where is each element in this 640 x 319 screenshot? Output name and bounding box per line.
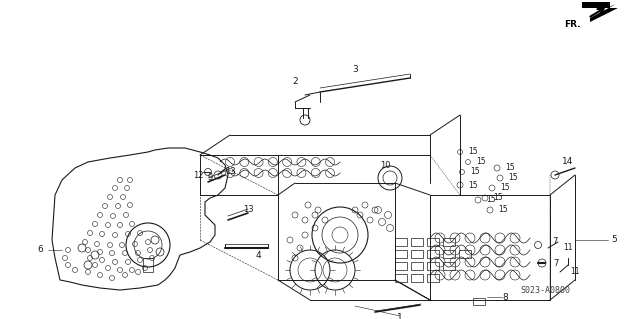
Text: S023-A0800: S023-A0800 bbox=[520, 286, 570, 295]
Text: 7: 7 bbox=[554, 258, 559, 268]
Polygon shape bbox=[590, 4, 618, 22]
Text: 15: 15 bbox=[498, 205, 508, 214]
Text: 15: 15 bbox=[505, 164, 515, 173]
Text: 1: 1 bbox=[397, 314, 403, 319]
Text: 2: 2 bbox=[292, 78, 298, 86]
Text: 15: 15 bbox=[468, 147, 477, 157]
Text: 4: 4 bbox=[255, 250, 261, 259]
Bar bbox=[427, 274, 439, 282]
Bar bbox=[395, 274, 407, 282]
Text: 3: 3 bbox=[352, 65, 358, 75]
Text: 5: 5 bbox=[611, 235, 617, 244]
Bar bbox=[411, 274, 423, 282]
Bar bbox=[473, 298, 485, 305]
Bar bbox=[411, 262, 423, 270]
Bar bbox=[427, 250, 439, 258]
Bar bbox=[443, 262, 455, 270]
Text: 15: 15 bbox=[476, 158, 486, 167]
Text: 7: 7 bbox=[552, 238, 557, 247]
Text: 11: 11 bbox=[570, 268, 580, 277]
Bar bbox=[143, 258, 153, 272]
Text: 9: 9 bbox=[207, 174, 212, 182]
Text: 15: 15 bbox=[493, 194, 502, 203]
Bar bbox=[443, 238, 455, 246]
Bar bbox=[427, 262, 439, 270]
Text: 15: 15 bbox=[508, 174, 518, 182]
Bar bbox=[395, 238, 407, 246]
Polygon shape bbox=[582, 2, 610, 8]
Text: 8: 8 bbox=[502, 293, 508, 301]
Text: FR.: FR. bbox=[564, 20, 581, 29]
Text: 15: 15 bbox=[500, 183, 509, 192]
Bar bbox=[459, 250, 471, 258]
Text: 15: 15 bbox=[486, 196, 495, 204]
Text: 13: 13 bbox=[243, 205, 253, 214]
Text: 11: 11 bbox=[563, 243, 573, 253]
Bar bbox=[443, 250, 455, 258]
Bar bbox=[395, 250, 407, 258]
Bar bbox=[411, 238, 423, 246]
Bar bbox=[427, 238, 439, 246]
Text: 12: 12 bbox=[193, 170, 204, 180]
Bar bbox=[411, 250, 423, 258]
Text: 14: 14 bbox=[563, 158, 573, 167]
Text: 10: 10 bbox=[380, 160, 390, 169]
Bar bbox=[395, 262, 407, 270]
Text: 13: 13 bbox=[225, 167, 236, 176]
Text: 6: 6 bbox=[37, 246, 43, 255]
Text: 15: 15 bbox=[468, 181, 477, 189]
Text: 15: 15 bbox=[470, 167, 479, 176]
